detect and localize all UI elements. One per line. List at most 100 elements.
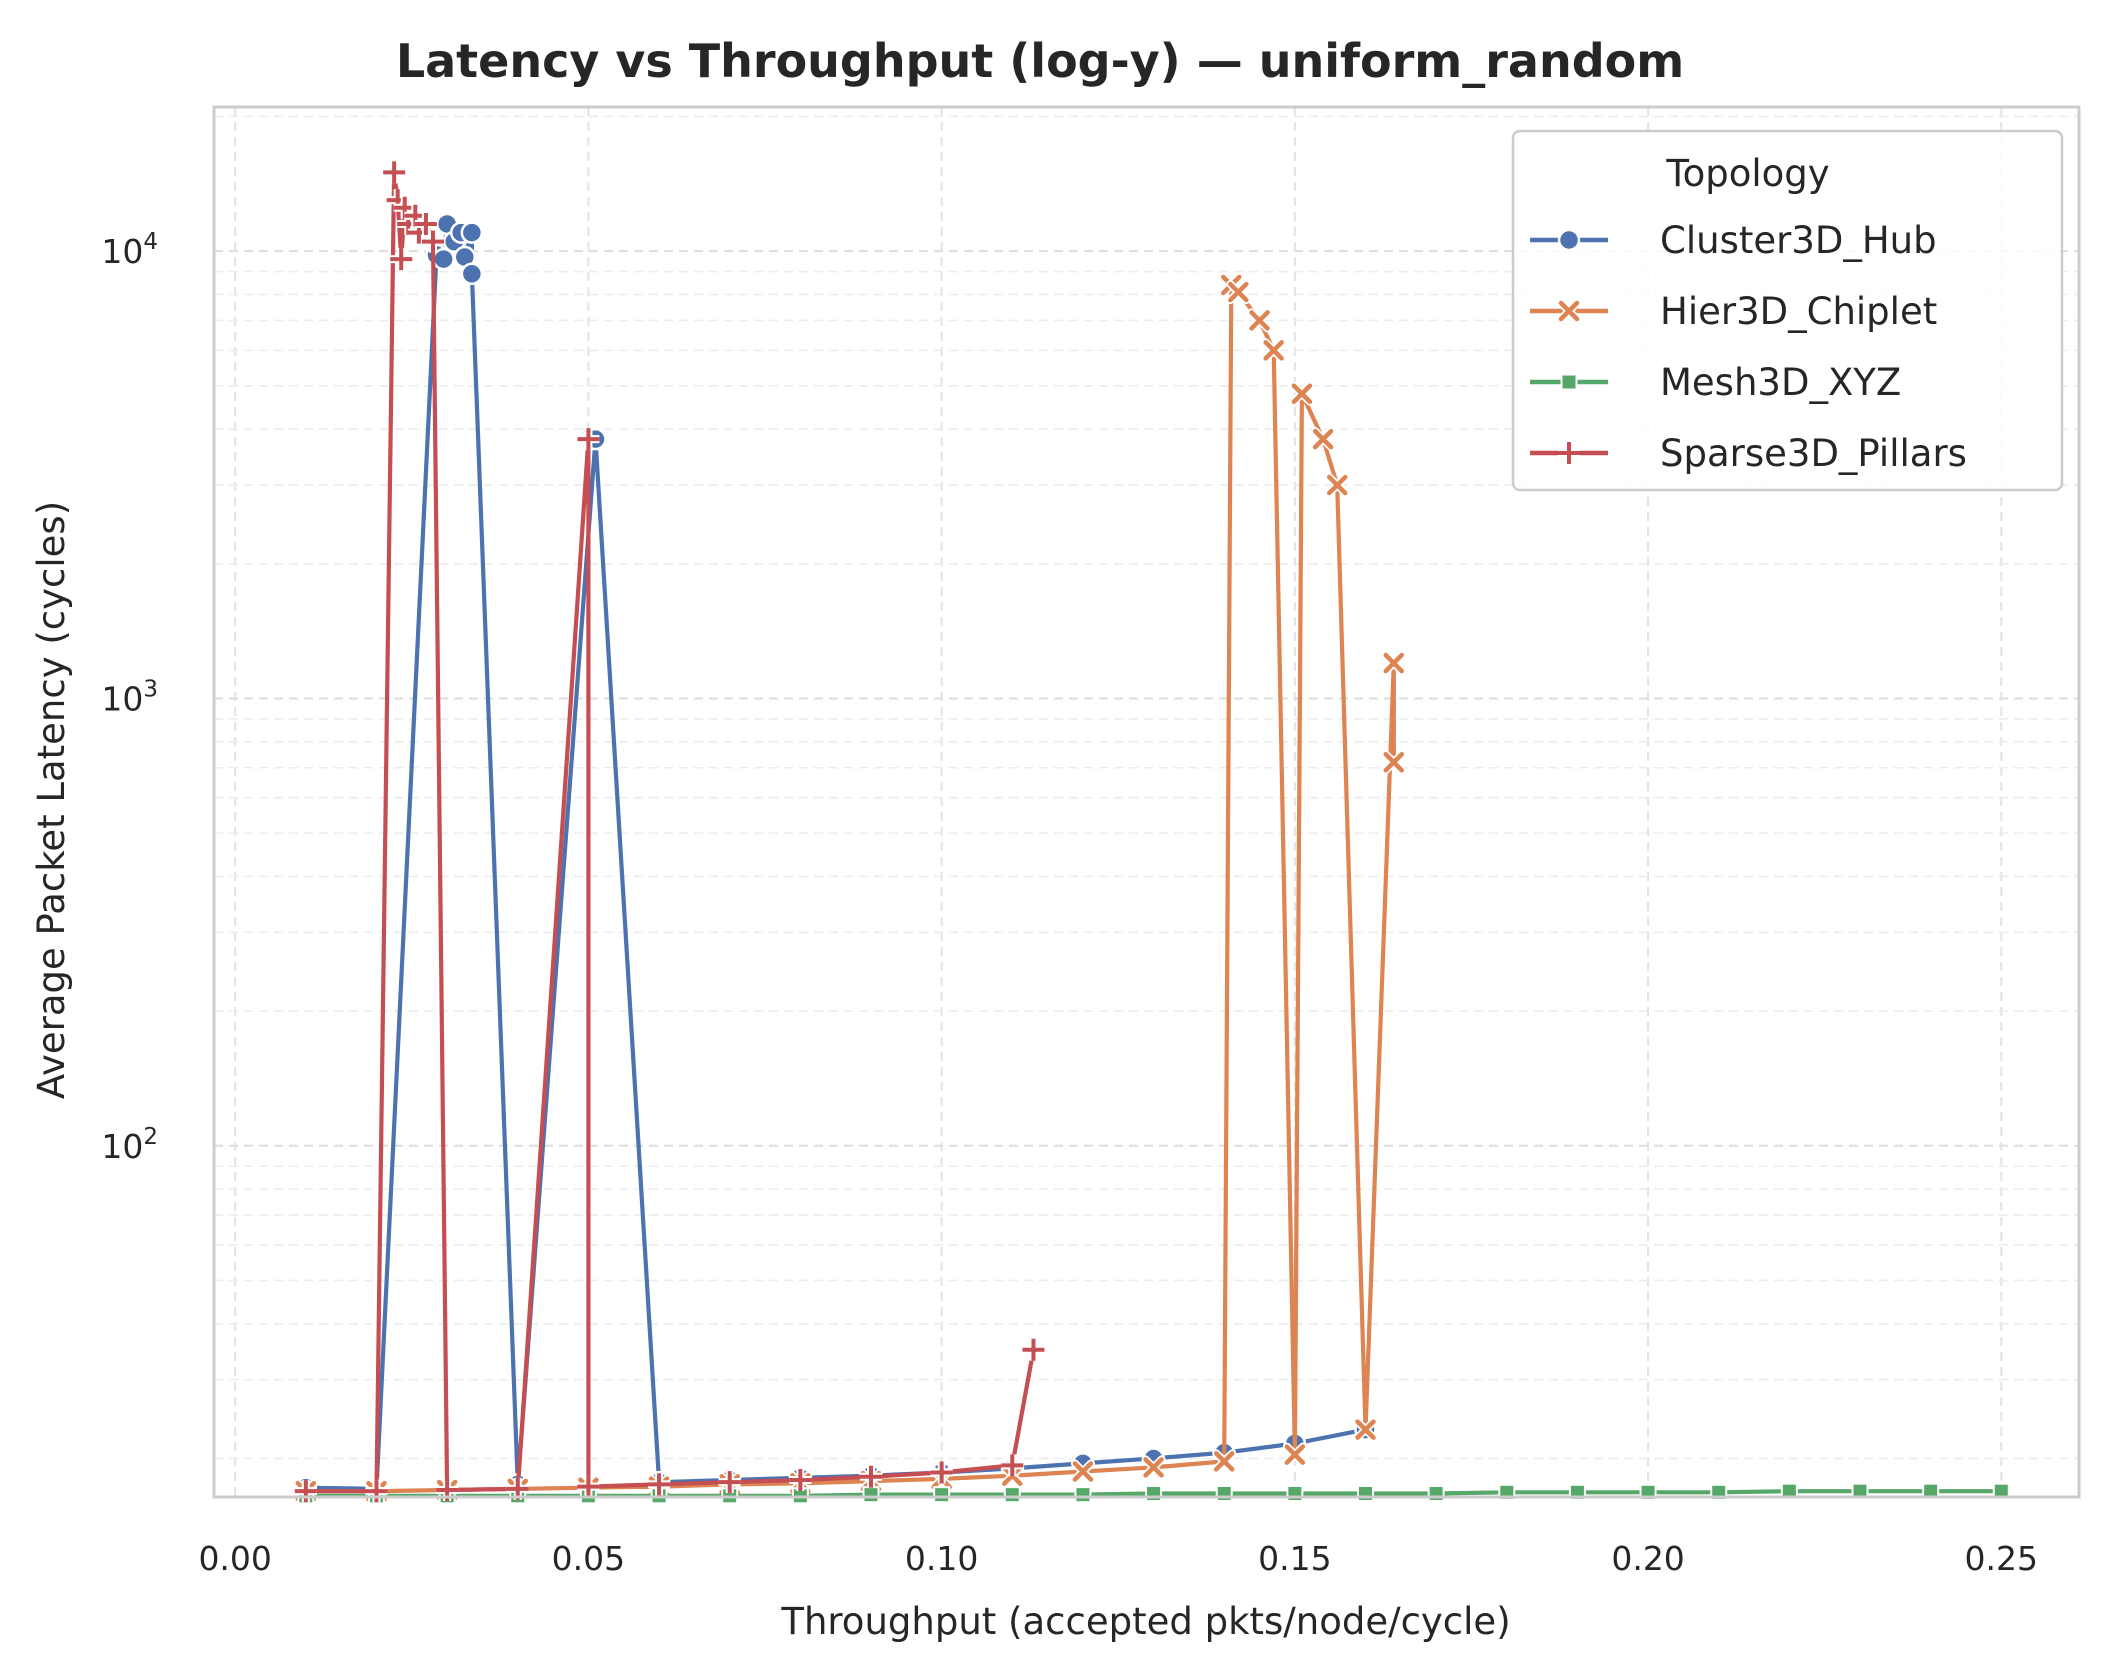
marker-stroke xyxy=(1291,383,1313,404)
marker-stroke xyxy=(1284,1444,1306,1465)
legend-label: Mesh3D_XYZ xyxy=(1660,361,1901,404)
plot-area-frame xyxy=(212,105,2081,1499)
legend-box xyxy=(1511,129,2064,492)
mesh3d-xyz-data-point xyxy=(933,1486,951,1504)
hier3d-chiplet-data-point xyxy=(1353,1417,1378,1442)
grid xyxy=(214,107,2079,1497)
tick-labels: 0.00 0.05 0.10 0.15 0.20 0.25 102 103 104 xyxy=(101,229,2038,1578)
legend-entry-mesh3d-xyz: Mesh3D_XYZ xyxy=(1530,361,1901,404)
marker-stroke xyxy=(1213,1451,1235,1472)
x-tick-label: 0.15 xyxy=(1258,1539,1331,1578)
legend-entry-sparse3d-pillars: Sparse3D_Pillars xyxy=(1530,432,1967,475)
marker-stroke xyxy=(421,230,444,253)
hier3d-chiplet-data-point xyxy=(1311,427,1336,452)
marker-stroke xyxy=(1383,652,1404,674)
marker-stroke xyxy=(1558,442,1580,464)
marker-stroke xyxy=(1022,1338,1045,1361)
hier3d-chiplet-data-point xyxy=(1282,1442,1307,1467)
hier3d-chiplet-data-point xyxy=(1226,280,1251,305)
marker-stroke xyxy=(1228,281,1249,303)
sparse3d-pillars-data-point xyxy=(365,1480,388,1503)
marker-stroke xyxy=(789,1469,812,1491)
legend-mesh3d-xyz-data-point xyxy=(1560,373,1578,391)
legend-title: Topology xyxy=(1665,152,1829,195)
hier3d-chiplet-data-point xyxy=(1141,1455,1166,1480)
marker-stroke xyxy=(365,1480,388,1503)
hier3d-chiplet-data-point xyxy=(1325,473,1350,498)
marker-stroke xyxy=(1263,340,1284,361)
legend-label: Sparse3D_Pillars xyxy=(1660,432,1967,475)
mesh3d-xyz-data-point xyxy=(1215,1484,1233,1502)
marker-stroke xyxy=(718,1471,741,1494)
sparse3d-pillars-data-point xyxy=(789,1469,812,1491)
hier3d-chiplet-data-point xyxy=(1212,1449,1237,1474)
marker-stroke xyxy=(390,248,413,271)
marker-stroke xyxy=(930,1461,953,1484)
sparse3d-pillars-data-point xyxy=(577,428,600,451)
mesh3d-xyz-data-point xyxy=(862,1486,880,1504)
y-tick-label: 102 xyxy=(101,1124,158,1166)
legend-label: Cluster3D_Hub xyxy=(1660,219,1937,262)
sparse3d-pillars-data-point xyxy=(859,1465,882,1488)
marker-stroke xyxy=(1355,1419,1376,1440)
legend-sparse3d-pillars-data-point xyxy=(1558,442,1580,464)
x-tick-label: 0.20 xyxy=(1611,1539,1684,1578)
sparse3d-pillars-data-point xyxy=(1001,1454,1024,1477)
sparse3d-pillars-data-point xyxy=(930,1461,953,1484)
mesh3d-xyz-data-point xyxy=(1992,1482,2010,1500)
series-sparse3d-pillars xyxy=(294,161,1045,1503)
mesh3d-xyz-data-point xyxy=(1780,1482,1798,1500)
cluster3d-hub-data-point xyxy=(460,262,484,286)
sparse3d-pillars-data-point xyxy=(421,230,444,253)
marker-stroke xyxy=(414,212,437,235)
legend-label: Hier3D_Chiplet xyxy=(1660,290,1937,333)
legend-hier3d-chiplet-data-point xyxy=(1557,299,1581,323)
mesh3d-xyz-data-point xyxy=(1427,1484,1445,1502)
sparse3d-pillars-data-point xyxy=(648,1473,671,1496)
sparse3d-pillars-data-point xyxy=(577,1475,600,1498)
marker-stroke xyxy=(1143,1457,1164,1478)
hier3d-chiplet-data-point xyxy=(1070,1459,1095,1484)
mesh3d-xyz-data-point xyxy=(1074,1486,1092,1504)
legend-entry-cluster3d-hub: Cluster3D_Hub xyxy=(1530,219,1937,262)
hier3d-chiplet-data-point xyxy=(1289,381,1314,406)
sparse3d-pillars-data-point xyxy=(294,1480,317,1503)
mesh3d-xyz-data-point xyxy=(1003,1486,1021,1504)
mesh3d-xyz-data-point xyxy=(1145,1484,1163,1502)
sparse3d-pillars-data-point xyxy=(390,248,413,271)
marker-stroke xyxy=(1001,1454,1024,1477)
x-tick-label: 0.00 xyxy=(198,1539,271,1578)
x-axis-label: Throughput (accepted pkts/node/cycle) xyxy=(780,1600,1510,1643)
marker-stroke xyxy=(648,1473,671,1496)
marker-stroke xyxy=(1558,300,1580,322)
hier3d-chiplet-data-point xyxy=(1381,750,1406,775)
marker-stroke xyxy=(1249,310,1270,331)
series-group xyxy=(293,161,2010,1505)
sparse3d-pillars-data-point xyxy=(414,212,437,235)
mesh3d-xyz-data-point xyxy=(1356,1484,1374,1502)
marker-stroke xyxy=(1072,1461,1094,1482)
mesh3d-xyz-data-point xyxy=(1922,1482,1940,1500)
legend-cluster3d-hub-data-point xyxy=(1557,228,1581,252)
marker-stroke xyxy=(859,1465,882,1488)
y-axis-label: Average Packet Latency (cycles) xyxy=(30,501,73,1099)
x-tick-label: 0.05 xyxy=(552,1539,625,1578)
mesh3d-xyz-data-point xyxy=(1286,1484,1304,1502)
sparse3d-pillars-data-point xyxy=(1022,1338,1045,1361)
cluster3d-hub-data-point xyxy=(460,221,484,244)
series-line-sparse3d-pillars xyxy=(303,170,1036,1494)
marker-stroke xyxy=(383,161,406,184)
marker-stroke xyxy=(294,1480,317,1503)
marker-stroke xyxy=(577,428,600,451)
x-tick-label: 0.25 xyxy=(1965,1539,2038,1578)
legend-entry-hier3d-chiplet: Hier3D_Chiplet xyxy=(1530,290,1937,333)
y-tick-label: 104 xyxy=(101,229,158,271)
marker-stroke xyxy=(1312,428,1334,450)
y-tick-label: 103 xyxy=(101,676,158,718)
legend: Topology Cluster3D_Hub Hier3D_Chiplet Mesh3… xyxy=(1511,129,2064,492)
x-tick-label: 0.10 xyxy=(905,1539,978,1578)
sparse3d-pillars-data-point xyxy=(718,1471,741,1494)
marker-stroke xyxy=(1383,752,1404,773)
hier3d-chiplet-data-point xyxy=(1247,308,1272,333)
